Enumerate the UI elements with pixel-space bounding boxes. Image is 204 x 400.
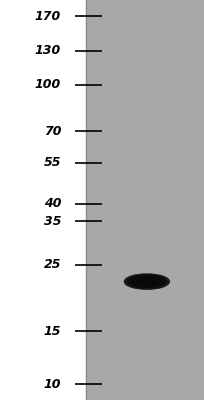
Bar	[86, 0, 204, 400]
Text: 15: 15	[44, 325, 61, 338]
Text: 130: 130	[35, 44, 61, 57]
Ellipse shape	[137, 278, 157, 285]
Text: 10: 10	[44, 378, 61, 390]
Text: 55: 55	[44, 156, 61, 169]
Text: 170: 170	[35, 10, 61, 22]
Bar	[0, 0, 86, 400]
Text: 25: 25	[44, 258, 61, 272]
Text: 35: 35	[44, 215, 61, 228]
Ellipse shape	[124, 274, 169, 289]
Text: 40: 40	[44, 198, 61, 210]
Ellipse shape	[128, 275, 166, 288]
Text: 70: 70	[44, 125, 61, 138]
Text: 100: 100	[35, 78, 61, 92]
Ellipse shape	[132, 277, 162, 286]
